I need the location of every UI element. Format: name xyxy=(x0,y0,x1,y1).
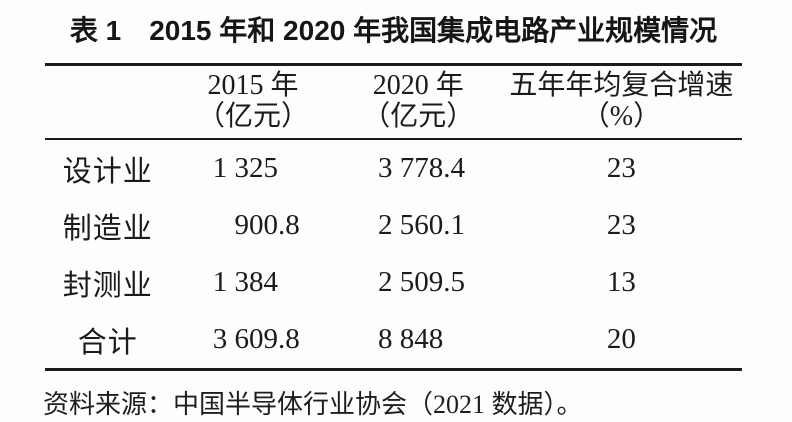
value-dec: .5 xyxy=(443,266,465,298)
header-cell-cagr: 五年年均复合增速 （%） xyxy=(500,64,742,140)
value-growth: 23 xyxy=(606,209,636,241)
value-dec: .1 xyxy=(443,209,465,241)
value-2015: 1 325 xyxy=(170,139,335,197)
row-label: 合计 xyxy=(77,326,138,359)
header-2020-line2: （亿元） xyxy=(362,101,475,132)
value-int: 1 384 xyxy=(212,266,279,298)
header-cell-industry xyxy=(45,64,171,140)
header-cagr-line2: （%） xyxy=(581,101,662,132)
table-row-manufacturing: 制造业 900.8 2 560.1 23 xyxy=(45,197,742,254)
header-row: 2015 年 （亿元） 2020 年 （亿元） 五年年均复合增速 （%） xyxy=(45,64,742,140)
value-2020: 3 778.4 xyxy=(336,139,501,197)
ic-industry-table: 2015 年 （亿元） 2020 年 （亿元） 五年年均复合增速 （%） 设计业… xyxy=(45,63,742,371)
value-int: 3 609 xyxy=(212,323,279,355)
table-caption: 表 1 2015 年和 2020 年我国集成电路产业规模情况 xyxy=(69,15,718,46)
header-2020-line1: 2020 年 xyxy=(372,70,464,101)
value-int: 2 560 xyxy=(377,209,444,241)
value-dec: .8 xyxy=(278,209,300,241)
value-growth: 13 xyxy=(606,266,636,298)
table-row-design: 设计业 1 325 3 778.4 23 xyxy=(45,139,742,197)
value-int: 1 325 xyxy=(212,152,279,184)
row-label: 封测业 xyxy=(62,269,153,302)
header-cell-2015: 2015 年 （亿元） xyxy=(170,64,336,140)
value-int: 3 778 xyxy=(377,152,444,184)
row-label: 设计业 xyxy=(62,155,153,188)
row-label: 制造业 xyxy=(62,212,153,245)
value-dec: .4 xyxy=(443,152,465,184)
header-cell-2020: 2020 年 （亿元） xyxy=(335,64,501,140)
value-int: 8 848 xyxy=(377,323,444,355)
value-2015: 900.8 xyxy=(170,197,335,254)
source-note: 资料来源：中国半导体行业协会（2021 数据）。 xyxy=(43,390,583,419)
value-growth: 23 xyxy=(606,152,636,184)
value-2020: 2 509.5 xyxy=(336,254,501,311)
table-row-total: 合计 3 609.8 8 848 20 xyxy=(45,311,742,370)
value-int: 2 509 xyxy=(377,266,444,298)
value-2015: 1 384 xyxy=(170,254,335,311)
value-dec: .8 xyxy=(278,323,300,355)
value-2015: 3 609.8 xyxy=(170,311,335,370)
value-2020: 8 848 xyxy=(336,311,501,370)
value-growth: 20 xyxy=(606,323,636,355)
header-2015-line1: 2015 年 xyxy=(207,70,299,101)
value-2020: 2 560.1 xyxy=(336,197,501,254)
header-2015-line2: （亿元） xyxy=(197,101,310,132)
value-int: 900 xyxy=(234,209,279,241)
header-cagr-line1: 五年年均复合增速 xyxy=(509,70,734,101)
table-row-packaging-testing: 封测业 1 384 2 509.5 13 xyxy=(45,254,742,311)
